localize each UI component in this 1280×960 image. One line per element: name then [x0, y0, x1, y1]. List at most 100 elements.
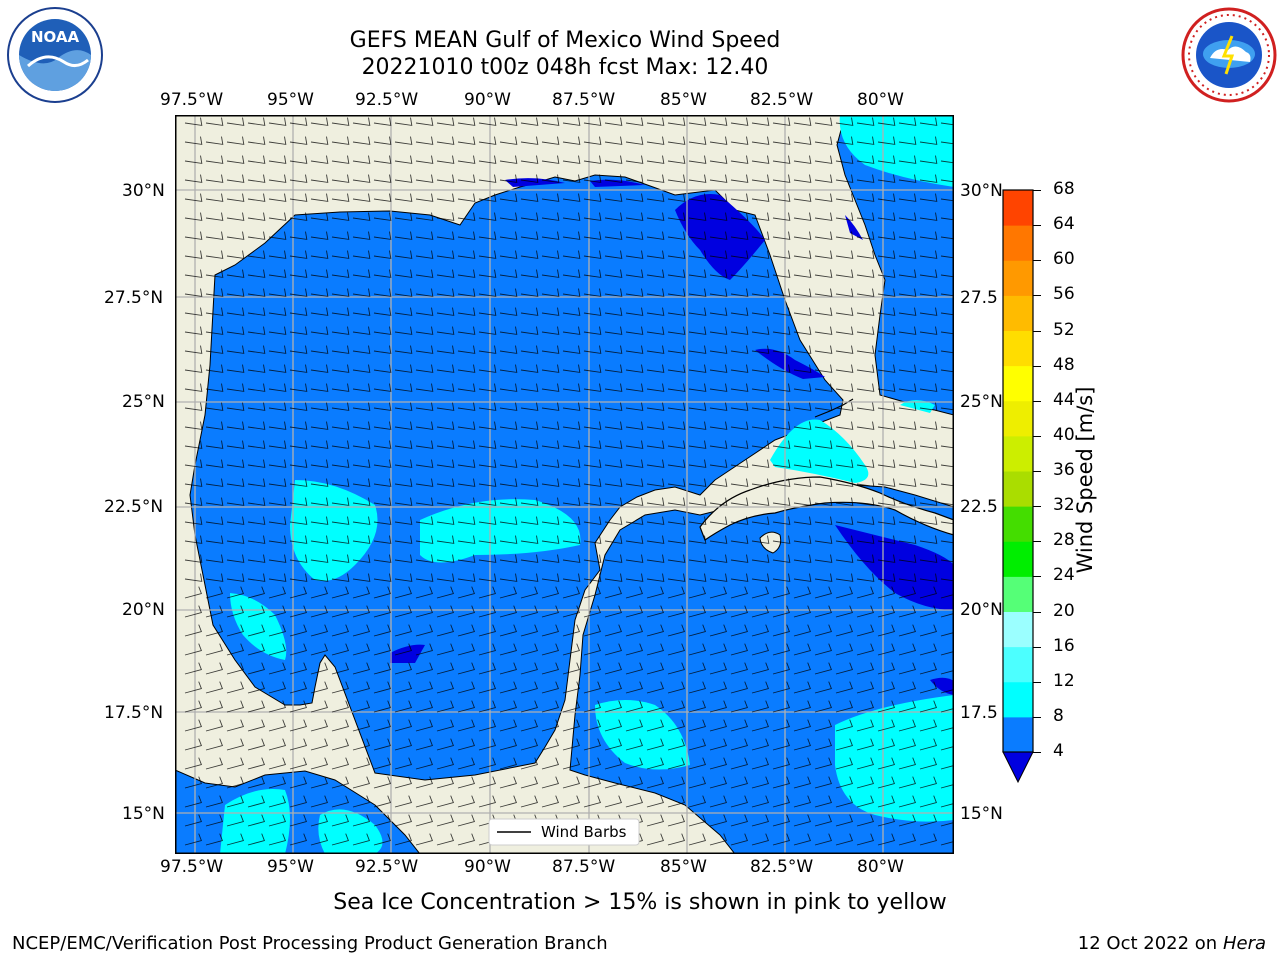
wind-barb [646, 250, 665, 259]
wind-barb [772, 738, 790, 751]
wind-barb [247, 795, 265, 808]
wind-barb [646, 345, 665, 354]
lon-label-top: 82.5°W [750, 90, 814, 110]
wind-barb [919, 345, 938, 354]
wind-barb [226, 605, 244, 618]
wind-barb [247, 738, 265, 751]
wind-barb [562, 554, 581, 563]
wind-barb [436, 681, 454, 694]
wind-barb [247, 478, 266, 487]
wind-barb [205, 516, 224, 525]
wind-barb [604, 573, 623, 582]
wind-barb [730, 478, 749, 487]
wind-barb [205, 136, 224, 145]
wind-barb [562, 117, 581, 126]
wind-barb [919, 554, 938, 563]
wind-barb [730, 345, 749, 354]
wind-barb [793, 478, 812, 487]
wind-barb [310, 833, 328, 846]
wind-barb [247, 250, 266, 259]
wind-barb [541, 117, 560, 126]
wind-barb [205, 459, 224, 468]
wind-barb [667, 174, 686, 183]
colorbar-tick [1033, 541, 1041, 543]
wind-barb [835, 833, 853, 846]
wind-barb [415, 269, 434, 278]
wind-barb [709, 117, 728, 126]
wind-barb [289, 250, 308, 259]
wind-barb [730, 833, 748, 846]
wind-barb [751, 193, 770, 202]
wind-barb [310, 497, 329, 506]
wind-barb [562, 231, 581, 240]
wind-barb [856, 459, 875, 468]
wind-barb [814, 757, 832, 770]
colorbar-bin [1003, 646, 1033, 683]
wind-8-12-region [900, 400, 935, 413]
wind-barb [436, 136, 455, 145]
wind-barb [604, 193, 623, 202]
wind-barb [877, 345, 896, 354]
wind-barb [205, 155, 224, 164]
wind-barb [289, 700, 307, 713]
wind-barb [520, 554, 539, 563]
wind-barb [520, 586, 538, 599]
wind-barb [688, 174, 707, 183]
wind-barb [940, 217, 954, 221]
wind-barb [394, 231, 413, 240]
wind-barb [793, 757, 811, 770]
wind-barb [583, 681, 601, 694]
wind-barb [520, 605, 538, 618]
wind-barb [940, 765, 954, 770]
wind-barb [268, 326, 287, 335]
legend-label: Wind Barbs [541, 823, 627, 841]
colorbar-bin [1003, 681, 1033, 718]
wind-barb [709, 795, 727, 808]
wind-barb [730, 364, 749, 373]
wind-barb [751, 662, 769, 675]
colorbar-tick [1033, 611, 1041, 613]
wind-barb [814, 459, 833, 468]
wind-barb [898, 757, 916, 770]
wind-barb [520, 364, 539, 373]
wind-barb [835, 193, 854, 202]
wind-barb [940, 483, 954, 487]
wind-barb [835, 776, 853, 789]
wind-barb [478, 795, 496, 808]
wind-barb [751, 307, 770, 316]
wind-barb [730, 288, 749, 297]
wind-barb [751, 421, 770, 430]
wind-barb [268, 573, 287, 582]
wind-barb [331, 174, 350, 183]
wind-barb [310, 193, 329, 202]
wind-barb [898, 421, 917, 430]
wind-barb [919, 586, 937, 599]
wind-barb [646, 605, 664, 618]
colorbar-tick [1033, 400, 1041, 402]
wind-barb [289, 497, 308, 506]
colorbar-tick [1033, 295, 1041, 297]
wind-barb [814, 573, 833, 582]
wind-barb [877, 193, 896, 202]
lat-label-right: 30°N [960, 181, 1003, 201]
wind-barb [205, 326, 224, 335]
lat-label-left: 20°N [122, 600, 165, 620]
wind-barb [772, 231, 791, 240]
wind-barb [478, 307, 497, 316]
wind-barb [772, 307, 791, 316]
wind-barb [436, 440, 455, 449]
wind-barb [730, 814, 748, 827]
wind-barb [562, 288, 581, 297]
wind-barb [226, 440, 245, 449]
wind-barb [499, 155, 518, 164]
wind-barb [877, 136, 896, 145]
wind-barb [898, 738, 916, 751]
wind-barb [457, 345, 476, 354]
wind-barb [940, 179, 954, 183]
wind-barb [751, 516, 770, 525]
wind-barb [667, 117, 686, 126]
wind-barb [709, 364, 728, 373]
wind-barb [583, 440, 602, 449]
wind-barb [394, 155, 413, 164]
wind-barb [289, 440, 308, 449]
